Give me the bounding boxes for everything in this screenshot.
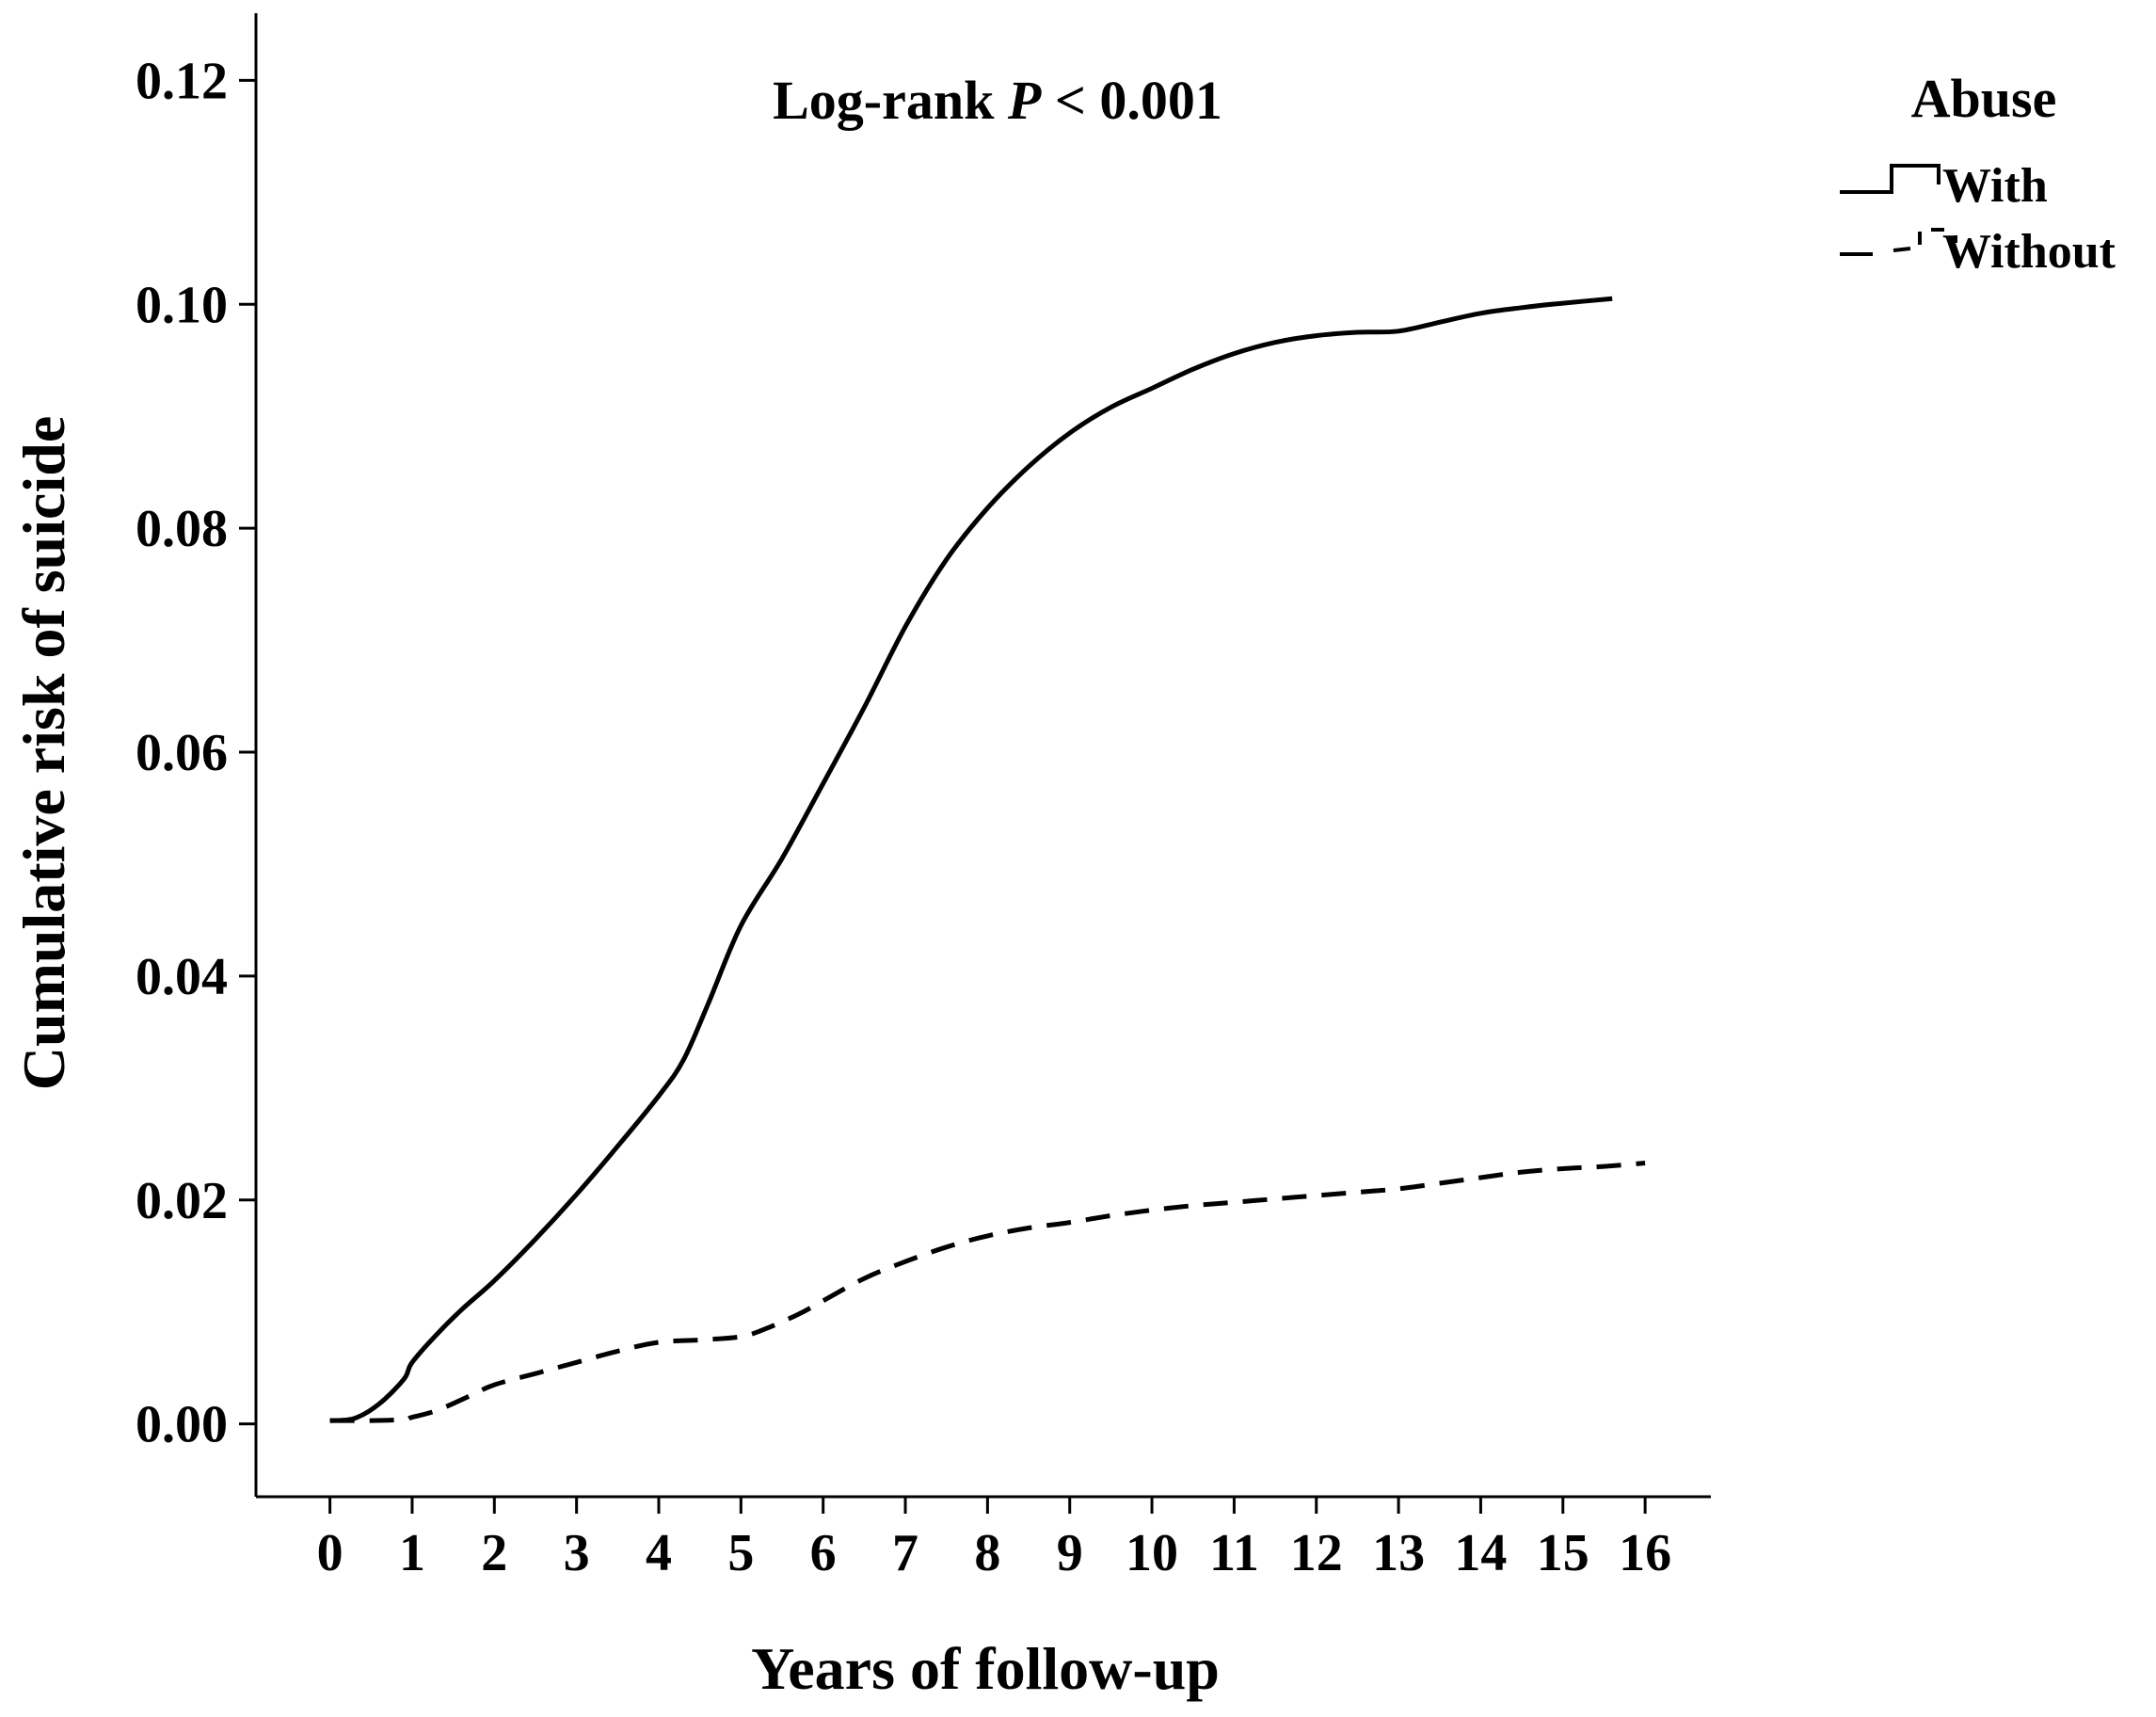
series-layer [329, 296, 1646, 1423]
x-tick-label: 2 [481, 1524, 507, 1582]
series-line-with [329, 296, 1613, 1423]
x-tick-label: 12 [1290, 1524, 1343, 1582]
annotation-p: P [1007, 70, 1042, 131]
legend-items: With Without [1840, 159, 2116, 279]
x-tick-label: 8 [974, 1524, 1000, 1582]
legend-swatch-solid [1840, 164, 1940, 194]
x-tick-label: 1 [399, 1524, 425, 1582]
x-tick-label: 15 [1537, 1524, 1589, 1582]
legend-label: Without [1942, 225, 2116, 279]
x-tick-label: 10 [1126, 1524, 1178, 1582]
x-tick-label: 16 [1619, 1524, 1671, 1582]
x-tick-label: 11 [1209, 1524, 1259, 1582]
x-axis-title: Years of follow-up [751, 1635, 1220, 1702]
x-tick-label: 9 [1057, 1524, 1083, 1582]
series-line-without [329, 1161, 1646, 1423]
y-tick-label: 0.12 [136, 52, 228, 110]
y-tick-label: 0.00 [136, 1396, 228, 1454]
y-tick-label: 0.08 [136, 500, 228, 558]
y-axis-title: Cumulative risk of suicide [10, 416, 77, 1090]
annotation-prefix: Log-rank [773, 70, 1008, 131]
legend-swatch-dashed [1840, 228, 1957, 256]
y-tick-label: 0.02 [136, 1172, 228, 1230]
y-tick-label: 0.04 [136, 948, 228, 1006]
x-tick-label: 7 [892, 1524, 918, 1582]
y-tick-label: 0.06 [136, 724, 228, 782]
x-tick-label: 6 [810, 1524, 837, 1582]
legend-label: With [1942, 159, 2048, 213]
x-tick-label: 4 [646, 1524, 672, 1582]
legend-title: Abuse [1911, 68, 2057, 129]
legend-item-with: With [1840, 159, 2048, 213]
annotation-suffix: < 0.001 [1041, 70, 1222, 131]
x-tick-label: 5 [727, 1524, 754, 1582]
y-tick-label: 0.10 [136, 276, 228, 334]
axes: 0.000.020.040.060.080.100.120 1 2 3 4 5 6 7 8 9 10… [136, 13, 1711, 1582]
log-rank-annotation: Log-rank P < 0.001 [773, 70, 1222, 131]
x-tick-label: 0 [317, 1524, 343, 1582]
x-tick-label: 3 [564, 1524, 590, 1582]
legend-item-without: Without [1840, 225, 2116, 279]
legend: Abuse With Without [1840, 68, 2116, 279]
x-tick-label: 13 [1372, 1524, 1425, 1582]
x-tick-label: 14 [1454, 1524, 1507, 1582]
